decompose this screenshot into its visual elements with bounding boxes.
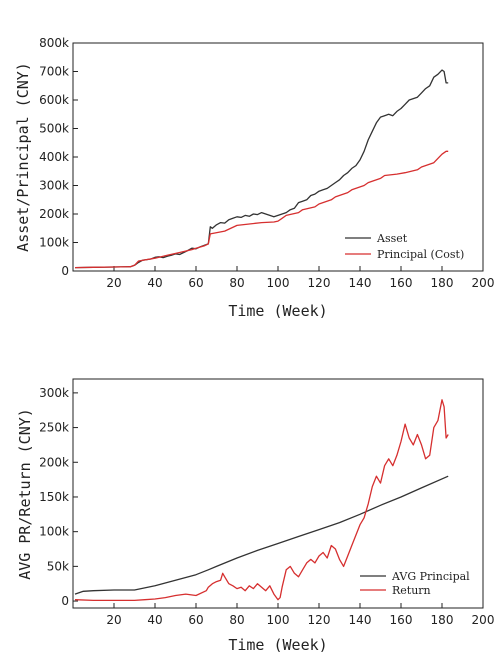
chart1-y-tick-label: 50k [47, 559, 69, 573]
chart1-y-tick-label: 150k [39, 490, 69, 504]
chart0-x-tick-label: 180 [431, 276, 454, 290]
chart0-y-tick-label: 100k [39, 236, 69, 250]
chart1-axes: 20 40 60 80 100 120 140 160 180 200 0 50k 100k 150k 20… [39, 386, 494, 627]
chart0-axes: 20 40 60 80 100 120 140 160 180 200 0 100k 200k 300k 4… [39, 36, 494, 290]
chart0-series-lines [74, 69, 449, 269]
chart0-y-tick-label: 200k [39, 207, 69, 221]
chart0-x-tick-label: 200 [472, 276, 495, 290]
chart1-legend-label: AVG Principal [391, 570, 470, 583]
chart0-y-tick-label: 800k [39, 36, 69, 50]
chart0-x-tick-label: 100 [267, 276, 290, 290]
chart0-x-tick-label: 20 [106, 276, 121, 290]
chart1-y-axis-label: AVG PR/Return (CNY) [16, 408, 34, 580]
chart1-x-tick-label: 180 [431, 613, 454, 627]
chart1-x-tick-label: 60 [188, 613, 203, 627]
chart0-x-tick-label: 140 [349, 276, 372, 290]
chart1-x-tick-label: 20 [106, 613, 121, 627]
chart0-series-1-line [74, 150, 449, 269]
chart0-x-tick-label: 60 [188, 276, 203, 290]
asset-principal-chart: 20 40 60 80 100 120 140 160 180 200 0 100k 200k 300k 4… [14, 36, 494, 320]
chart1-x-tick-label: 160 [390, 613, 413, 627]
chart0-legend: Asset Principal (Cost) [345, 232, 464, 261]
chart1-x-tick-label: 40 [147, 613, 162, 627]
chart1-x-tick-label: 200 [472, 613, 495, 627]
chart1-y-tick-label: 0 [61, 594, 69, 608]
chart0-x-tick-label: 80 [229, 276, 244, 290]
chart1-series-lines [74, 399, 449, 602]
chart1-y-tick-label: 100k [39, 525, 69, 539]
chart1-x-tick-label: 80 [229, 613, 244, 627]
chart0-legend-label: Principal (Cost) [377, 248, 464, 261]
chart0-y-tick-label: 600k [39, 93, 69, 107]
chart1-y-tick-label: 300k [39, 386, 69, 400]
chart1-series-0-line [74, 475, 449, 595]
chart1-y-tick-label: 250k [39, 421, 69, 435]
chart0-y-tick-label: 700k [39, 65, 69, 79]
chart0-plot-frame [72, 42, 484, 272]
chart0-legend-label: Asset [376, 232, 408, 245]
chart1-x-axis-label: Time (Week) [228, 636, 327, 654]
chart0-x-tick-label: 40 [147, 276, 162, 290]
chart1-x-tick-label: 120 [308, 613, 331, 627]
chart1-x-tick-label: 140 [349, 613, 372, 627]
chart0-y-axis-label: Asset/Principal (CNY) [14, 62, 32, 252]
chart1-y-tick-label: 200k [39, 455, 69, 469]
chart0-x-tick-label: 120 [308, 276, 331, 290]
chart1-legend-label: Return [392, 584, 431, 597]
chart0-y-tick-label: 500k [39, 122, 69, 136]
chart0-x-axis-label: Time (Week) [228, 302, 327, 320]
chart0-x-tick-label: 160 [390, 276, 413, 290]
chart1-series-1-line [74, 399, 449, 602]
chart0-y-tick-label: 400k [39, 150, 69, 164]
chart1-x-tick-label: 100 [267, 613, 290, 627]
chart0-y-tick-label: 0 [61, 264, 69, 278]
avg-principal-return-chart: 20 40 60 80 100 120 140 160 180 200 0 50k 100k 150k 20… [16, 378, 494, 654]
chart0-y-tick-label: 300k [39, 179, 69, 193]
